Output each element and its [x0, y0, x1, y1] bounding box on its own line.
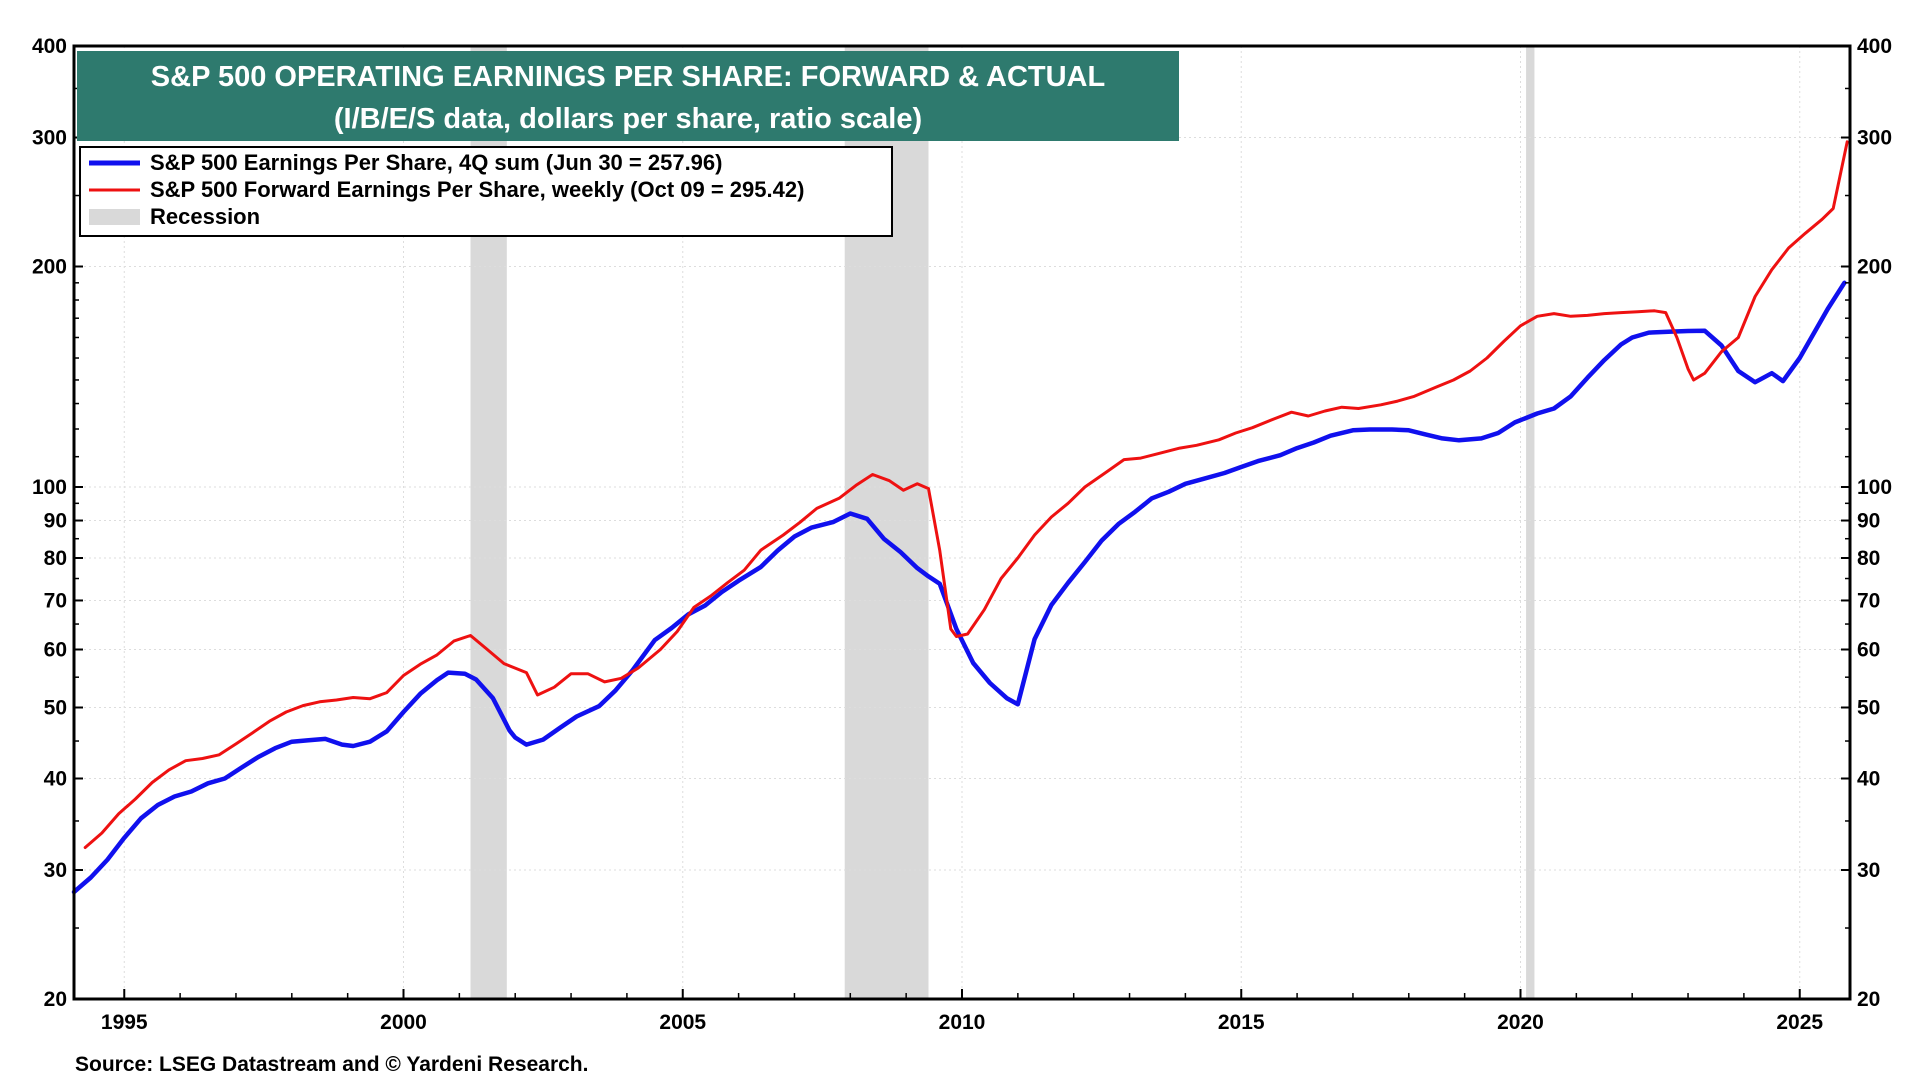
x-tick-label-2025: 2025	[1776, 1011, 1823, 1034]
recession-band-2	[1526, 46, 1535, 999]
y-tick-label-right-50: 50	[1857, 697, 1880, 720]
y-tick-label-right-100: 100	[1857, 476, 1892, 499]
y-tick-label-left-20: 20	[44, 988, 67, 1011]
x-tick-label-1995: 1995	[101, 1011, 148, 1034]
y-tick-label-left-40: 40	[44, 767, 67, 790]
x-axis: 1995 2000 2005 2010 2015 2020 2025	[101, 989, 1823, 1034]
legend-label-recession: Recession	[150, 204, 260, 229]
y-tick-label-left-300: 300	[32, 127, 67, 150]
y-tick-label-left-200: 200	[32, 256, 67, 279]
series-line-forward-eps	[83, 140, 1849, 849]
y-tick-label-left-100: 100	[32, 476, 67, 499]
y-tick-label-left-90: 90	[44, 510, 67, 533]
series-lines	[71, 140, 1849, 895]
y-tick-label-right-70: 70	[1857, 589, 1880, 612]
y-tick-label-right-60: 60	[1857, 639, 1880, 662]
x-tick-label-2020: 2020	[1497, 1011, 1544, 1034]
legend: S&P 500 Earnings Per Share, 4Q sum (Jun …	[79, 146, 893, 237]
x-tick-label-2010: 2010	[939, 1011, 986, 1034]
y-tick-label-right-80: 80	[1857, 547, 1880, 570]
title-box: S&P 500 OPERATING EARNINGS PER SHARE: FO…	[77, 51, 1179, 141]
y-tick-label-left-70: 70	[44, 589, 67, 612]
y-tick-label-left-50: 50	[44, 697, 67, 720]
title-background	[77, 51, 1179, 141]
y-tick-label-left-60: 60	[44, 639, 67, 662]
y-tick-label-right-400: 400	[1857, 35, 1892, 58]
x-tick-label-2000: 2000	[380, 1011, 427, 1034]
source-note: Source: LSEG Datastream and © Yardeni Re…	[75, 1053, 588, 1076]
y-tick-label-right-30: 30	[1857, 859, 1880, 882]
legend-swatch-recession	[89, 209, 140, 225]
y-axis-left: 20 30 40 50 60 70 80 90 100 200 300 400	[32, 35, 83, 1011]
x-tick-label-2005: 2005	[659, 1011, 706, 1034]
legend-box	[79, 146, 893, 237]
grid	[74, 45, 1850, 1000]
y-tick-label-right-20: 20	[1857, 988, 1880, 1011]
y-tick-label-right-300: 300	[1857, 127, 1892, 150]
chart-title: S&P 500 OPERATING EARNINGS PER SHARE: FO…	[151, 61, 1105, 93]
y-tick-label-right-90: 90	[1857, 510, 1880, 533]
chart-subtitle: (I/B/E/S data, dollars per share, ratio …	[334, 103, 922, 135]
x-tick-label-2015: 2015	[1218, 1011, 1265, 1034]
y-tick-label-left-400: 400	[32, 35, 67, 58]
legend-label-actual: S&P 500 Earnings Per Share, 4Q sum (Jun …	[150, 150, 722, 175]
y-tick-label-right-40: 40	[1857, 767, 1880, 790]
series-line-actual-eps	[71, 280, 1847, 895]
y-tick-label-right-200: 200	[1857, 256, 1892, 279]
legend-label-forward: S&P 500 Forward Earnings Per Share, week…	[150, 177, 804, 202]
y-tick-label-left-30: 30	[44, 859, 67, 882]
y-axis-right: 20 30 40 50 60 70 80 90 100 200 300 400	[1841, 35, 1892, 1011]
y-tick-label-left-80: 80	[44, 547, 67, 570]
